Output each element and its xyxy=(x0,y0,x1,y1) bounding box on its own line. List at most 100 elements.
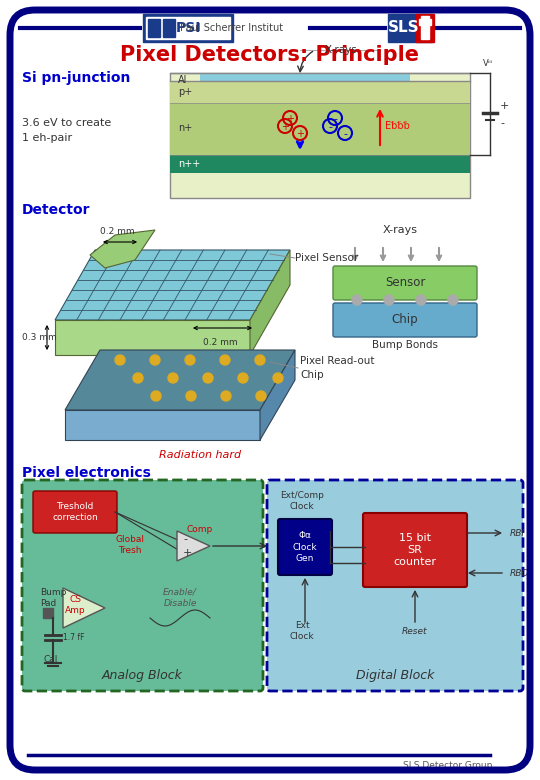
Circle shape xyxy=(220,355,230,365)
FancyBboxPatch shape xyxy=(363,513,467,587)
Text: +: + xyxy=(286,114,294,124)
Bar xyxy=(419,19,431,25)
Text: E␢␢␢: E␢␢␢ xyxy=(385,121,410,131)
Circle shape xyxy=(273,373,283,383)
Text: +: + xyxy=(183,548,192,558)
Circle shape xyxy=(221,391,231,401)
Bar xyxy=(388,14,432,42)
FancyBboxPatch shape xyxy=(33,491,117,533)
Text: PSI: PSI xyxy=(176,21,201,35)
Text: Comp: Comp xyxy=(187,526,213,534)
Text: Detector: Detector xyxy=(22,203,91,217)
Text: -: - xyxy=(183,534,187,544)
Text: Si pn-junction: Si pn-junction xyxy=(22,71,130,85)
Polygon shape xyxy=(65,410,260,440)
Bar xyxy=(148,19,160,37)
Text: Vⁱⁱⁱ: Vⁱⁱⁱ xyxy=(483,58,493,68)
Text: Reset: Reset xyxy=(402,626,428,636)
Text: Pixel Detectors: Principle: Pixel Detectors: Principle xyxy=(120,45,420,65)
Circle shape xyxy=(115,355,125,365)
Circle shape xyxy=(186,391,196,401)
Text: SLS: SLS xyxy=(388,20,420,36)
Text: 15 bit
SR
counter: 15 bit SR counter xyxy=(394,533,436,567)
Text: -: - xyxy=(328,122,332,132)
Text: 0.2 mm: 0.2 mm xyxy=(202,338,237,347)
Circle shape xyxy=(256,391,266,401)
Bar xyxy=(170,155,470,173)
Bar xyxy=(143,14,233,42)
Text: +: + xyxy=(296,129,304,139)
Text: 0.2 mm: 0.2 mm xyxy=(100,228,134,236)
Text: Enable/
Disable: Enable/ Disable xyxy=(163,588,197,608)
Text: 3.6 eV to create
1 eh-pair: 3.6 eV to create 1 eh-pair xyxy=(22,118,111,143)
Polygon shape xyxy=(63,588,105,628)
Text: Digital Block: Digital Block xyxy=(356,669,434,682)
Circle shape xyxy=(416,295,426,305)
Bar xyxy=(200,73,410,81)
Text: Pixel electronics: Pixel electronics xyxy=(22,466,151,480)
Text: +: + xyxy=(281,122,289,132)
FancyBboxPatch shape xyxy=(333,303,477,337)
Text: RBO: RBO xyxy=(510,569,530,577)
FancyBboxPatch shape xyxy=(22,480,263,691)
Circle shape xyxy=(203,373,213,383)
Circle shape xyxy=(168,373,178,383)
FancyBboxPatch shape xyxy=(278,519,332,575)
FancyBboxPatch shape xyxy=(267,480,523,691)
Text: X-rays: X-rays xyxy=(382,225,417,235)
Text: Chip: Chip xyxy=(392,314,418,327)
Text: X-rays: X-rays xyxy=(325,45,357,55)
Text: Al: Al xyxy=(178,75,187,85)
Circle shape xyxy=(448,295,458,305)
Text: p+: p+ xyxy=(178,87,192,97)
Circle shape xyxy=(185,355,195,365)
Text: CS
Amp: CS Amp xyxy=(65,595,85,615)
Bar xyxy=(146,17,230,39)
Text: Ext
Clock: Ext Clock xyxy=(289,621,314,641)
Text: Ext/Comp
Clock: Ext/Comp Clock xyxy=(280,491,324,511)
Circle shape xyxy=(384,295,394,305)
Text: 1.7 fF: 1.7 fF xyxy=(63,633,84,641)
Text: -: - xyxy=(500,118,504,128)
FancyBboxPatch shape xyxy=(333,266,477,300)
Text: SLS Detector Group: SLS Detector Group xyxy=(403,760,492,770)
Bar xyxy=(170,73,470,198)
Text: Treshold
correction: Treshold correction xyxy=(52,502,98,522)
Polygon shape xyxy=(55,320,250,355)
Polygon shape xyxy=(250,250,290,355)
Bar xyxy=(163,19,175,37)
Text: Analog Block: Analog Block xyxy=(102,669,183,682)
Bar xyxy=(170,103,470,155)
Polygon shape xyxy=(260,350,295,440)
Polygon shape xyxy=(177,531,210,561)
Text: Radiation hard: Radiation hard xyxy=(159,450,241,460)
Circle shape xyxy=(133,373,143,383)
Text: Φα
Clock
Gen: Φα Clock Gen xyxy=(293,531,318,562)
Text: Sensor: Sensor xyxy=(385,276,425,289)
Bar xyxy=(416,14,434,42)
Text: n++: n++ xyxy=(178,159,200,169)
Bar xyxy=(421,28,429,39)
Text: 0.3 mm: 0.3 mm xyxy=(22,332,57,342)
Text: RBI: RBI xyxy=(510,529,525,537)
Text: Cal: Cal xyxy=(43,655,57,665)
Bar xyxy=(170,81,470,103)
Circle shape xyxy=(352,295,362,305)
Polygon shape xyxy=(90,230,155,268)
Text: Bump Bonds: Bump Bonds xyxy=(372,340,438,350)
Circle shape xyxy=(255,355,265,365)
Circle shape xyxy=(151,391,161,401)
Text: Pixel Sensor: Pixel Sensor xyxy=(295,253,358,263)
Text: Bump
Pad: Bump Pad xyxy=(40,588,66,608)
Text: n+: n+ xyxy=(178,123,192,133)
Text: -: - xyxy=(333,114,337,124)
Bar xyxy=(421,16,429,28)
Circle shape xyxy=(238,373,248,383)
Bar xyxy=(147,19,233,37)
Circle shape xyxy=(150,355,160,365)
Polygon shape xyxy=(55,250,290,320)
Text: +: + xyxy=(500,101,509,111)
Polygon shape xyxy=(65,350,295,410)
Text: -: - xyxy=(343,129,347,139)
Text: Global
Tresh: Global Tresh xyxy=(116,535,145,555)
